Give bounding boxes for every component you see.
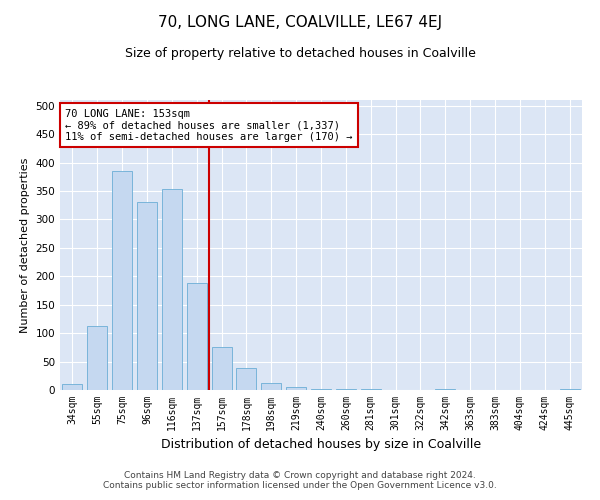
Text: Size of property relative to detached houses in Coalville: Size of property relative to detached ho… (125, 48, 475, 60)
X-axis label: Distribution of detached houses by size in Coalville: Distribution of detached houses by size … (161, 438, 481, 452)
Bar (88, 326, 107, 390)
Bar (112, 171, 132, 390)
Bar (286, 386, 306, 390)
Bar (311, 389, 331, 390)
Bar (236, 368, 256, 390)
Bar (187, 283, 206, 390)
Bar (137, 202, 157, 390)
Bar (262, 383, 281, 390)
Text: 70, LONG LANE, COALVILLE, LE67 4EJ: 70, LONG LANE, COALVILLE, LE67 4EJ (158, 15, 442, 30)
Text: Contains HM Land Registry data © Crown copyright and database right 2024.
Contai: Contains HM Land Registry data © Crown c… (103, 470, 497, 490)
Bar (162, 190, 182, 390)
Bar (62, 384, 82, 390)
Text: 70 LONG LANE: 153sqm
← 89% of detached houses are smaller (1,337)
11% of semi-de: 70 LONG LANE: 153sqm ← 89% of detached h… (65, 108, 353, 142)
Bar (212, 348, 232, 390)
Y-axis label: Number of detached properties: Number of detached properties (20, 158, 30, 332)
